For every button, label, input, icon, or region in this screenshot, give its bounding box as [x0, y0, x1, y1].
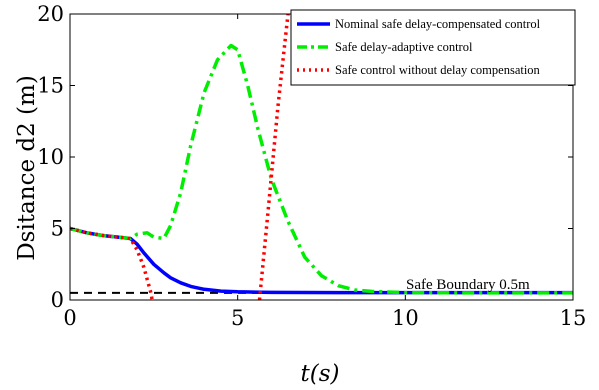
x-tick-label: 0	[63, 306, 76, 330]
axes-layer: 0 5 10 15 0 5 10 15 20	[37, 2, 586, 330]
y-axis-label: Dsitance d2 (m)	[14, 75, 40, 261]
legend-box	[290, 9, 576, 86]
y-tick-label: 0	[51, 288, 64, 312]
y-tick-label: 10	[37, 145, 64, 169]
annotation-safe-boundary: Safe Boundary 0.5m	[406, 277, 530, 293]
legend-label-adaptive: Safe delay-adaptive control	[335, 40, 473, 54]
x-tick-label: 15	[560, 306, 587, 330]
series-line-2-1	[257, 14, 290, 300]
legend-label-nominal: Nominal safe delay-compensated control	[335, 17, 541, 31]
legend: Nominal safe delay-compensated control S…	[290, 9, 576, 86]
legend-label-uncompensated: Safe control without delay compensation	[335, 63, 541, 77]
y-tick-label: 20	[37, 2, 64, 26]
x-axis-label: t(s)	[301, 361, 340, 387]
y-tick-label: 15	[37, 74, 64, 98]
y-tick-label: 5	[51, 217, 64, 241]
series-layer	[70, 14, 573, 300]
x-tick-label: 5	[231, 306, 244, 330]
series-line-1-0	[70, 43, 573, 295]
x-tick-label: 10	[392, 306, 419, 330]
